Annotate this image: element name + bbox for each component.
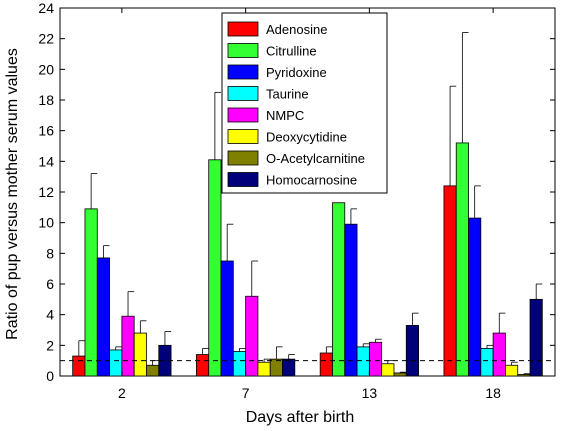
bar: [517, 374, 531, 377]
x-tick-label: 13: [362, 385, 378, 401]
bar: [245, 295, 259, 377]
x-tick-label: 7: [242, 385, 250, 401]
legend-swatch: [227, 86, 259, 101]
bar: [455, 142, 469, 377]
legend-swatch: [227, 21, 259, 37]
bar: [381, 363, 395, 377]
bar: [393, 372, 407, 377]
y-tick-label: 8: [46, 245, 54, 261]
y-tick-label: 12: [38, 184, 54, 200]
legend-swatch: [227, 150, 259, 166]
y-tick-label: 20: [38, 61, 54, 77]
bar: [443, 185, 457, 377]
bar: [133, 332, 147, 377]
bar: [121, 315, 135, 377]
legend-swatch: [227, 43, 259, 58]
legend: Adenosine Citrulline Pyridoxine Taurine NMPC…: [221, 12, 388, 194]
y-tick-label: 16: [38, 123, 54, 139]
y-tick-label: 10: [38, 215, 54, 231]
bar: [208, 159, 222, 377]
bar: [505, 364, 519, 377]
legend-swatch: [227, 172, 259, 187]
bar: [109, 349, 123, 377]
bar: [196, 354, 210, 377]
bar: [368, 341, 383, 377]
legend-label: Pyridoxine: [266, 65, 327, 80]
legend-label: Citrulline: [266, 44, 317, 59]
bar: [72, 355, 86, 377]
y-tick-label: 22: [38, 31, 54, 47]
legend-label: Taurine: [266, 87, 309, 102]
bar: [480, 347, 494, 377]
bar: [319, 352, 333, 377]
bar: [257, 361, 271, 377]
legend-swatch: [227, 129, 259, 144]
bar: [529, 298, 543, 377]
y-tick-label: 6: [46, 276, 54, 292]
y-tick-label: 2: [46, 337, 54, 353]
x-axis: 2 7 13 18: [118, 8, 501, 401]
bar: [232, 351, 247, 377]
bar: [282, 358, 296, 377]
y-tick-label: 24: [38, 0, 54, 16]
bar: [332, 202, 346, 377]
bar: [96, 257, 110, 377]
legend-swatch: [227, 64, 259, 80]
bar: [84, 208, 98, 377]
y-axis-title: Ratio of pup versus mother serum values: [4, 48, 21, 340]
y-tick-label: 18: [38, 92, 54, 108]
bar: [468, 217, 482, 377]
x-tick-label: 2: [118, 385, 126, 401]
bar: [220, 260, 234, 377]
y-tick-label: 4: [46, 307, 54, 323]
bar: [269, 358, 283, 377]
legend-box: [221, 12, 388, 194]
y-tick-label: 0: [46, 368, 54, 384]
bar: [405, 324, 419, 377]
bar: [356, 346, 370, 377]
legend-label: NMPC: [266, 108, 304, 123]
plot-area: [59, 7, 556, 377]
legend-label: Homocarnosine: [266, 173, 357, 188]
y-tick-label: 14: [38, 153, 54, 169]
x-tick-label: 18: [485, 385, 501, 401]
bar: [344, 223, 358, 377]
legend-label: Adenosine: [266, 22, 327, 37]
legend-swatch: [227, 107, 259, 123]
x-axis-title: Days after birth: [246, 409, 354, 426]
legend-label: O-Acetylcarnitine: [266, 151, 365, 166]
bar: [492, 332, 506, 377]
legend-label: Deoxycytidine: [266, 130, 347, 145]
bar: [146, 364, 160, 377]
